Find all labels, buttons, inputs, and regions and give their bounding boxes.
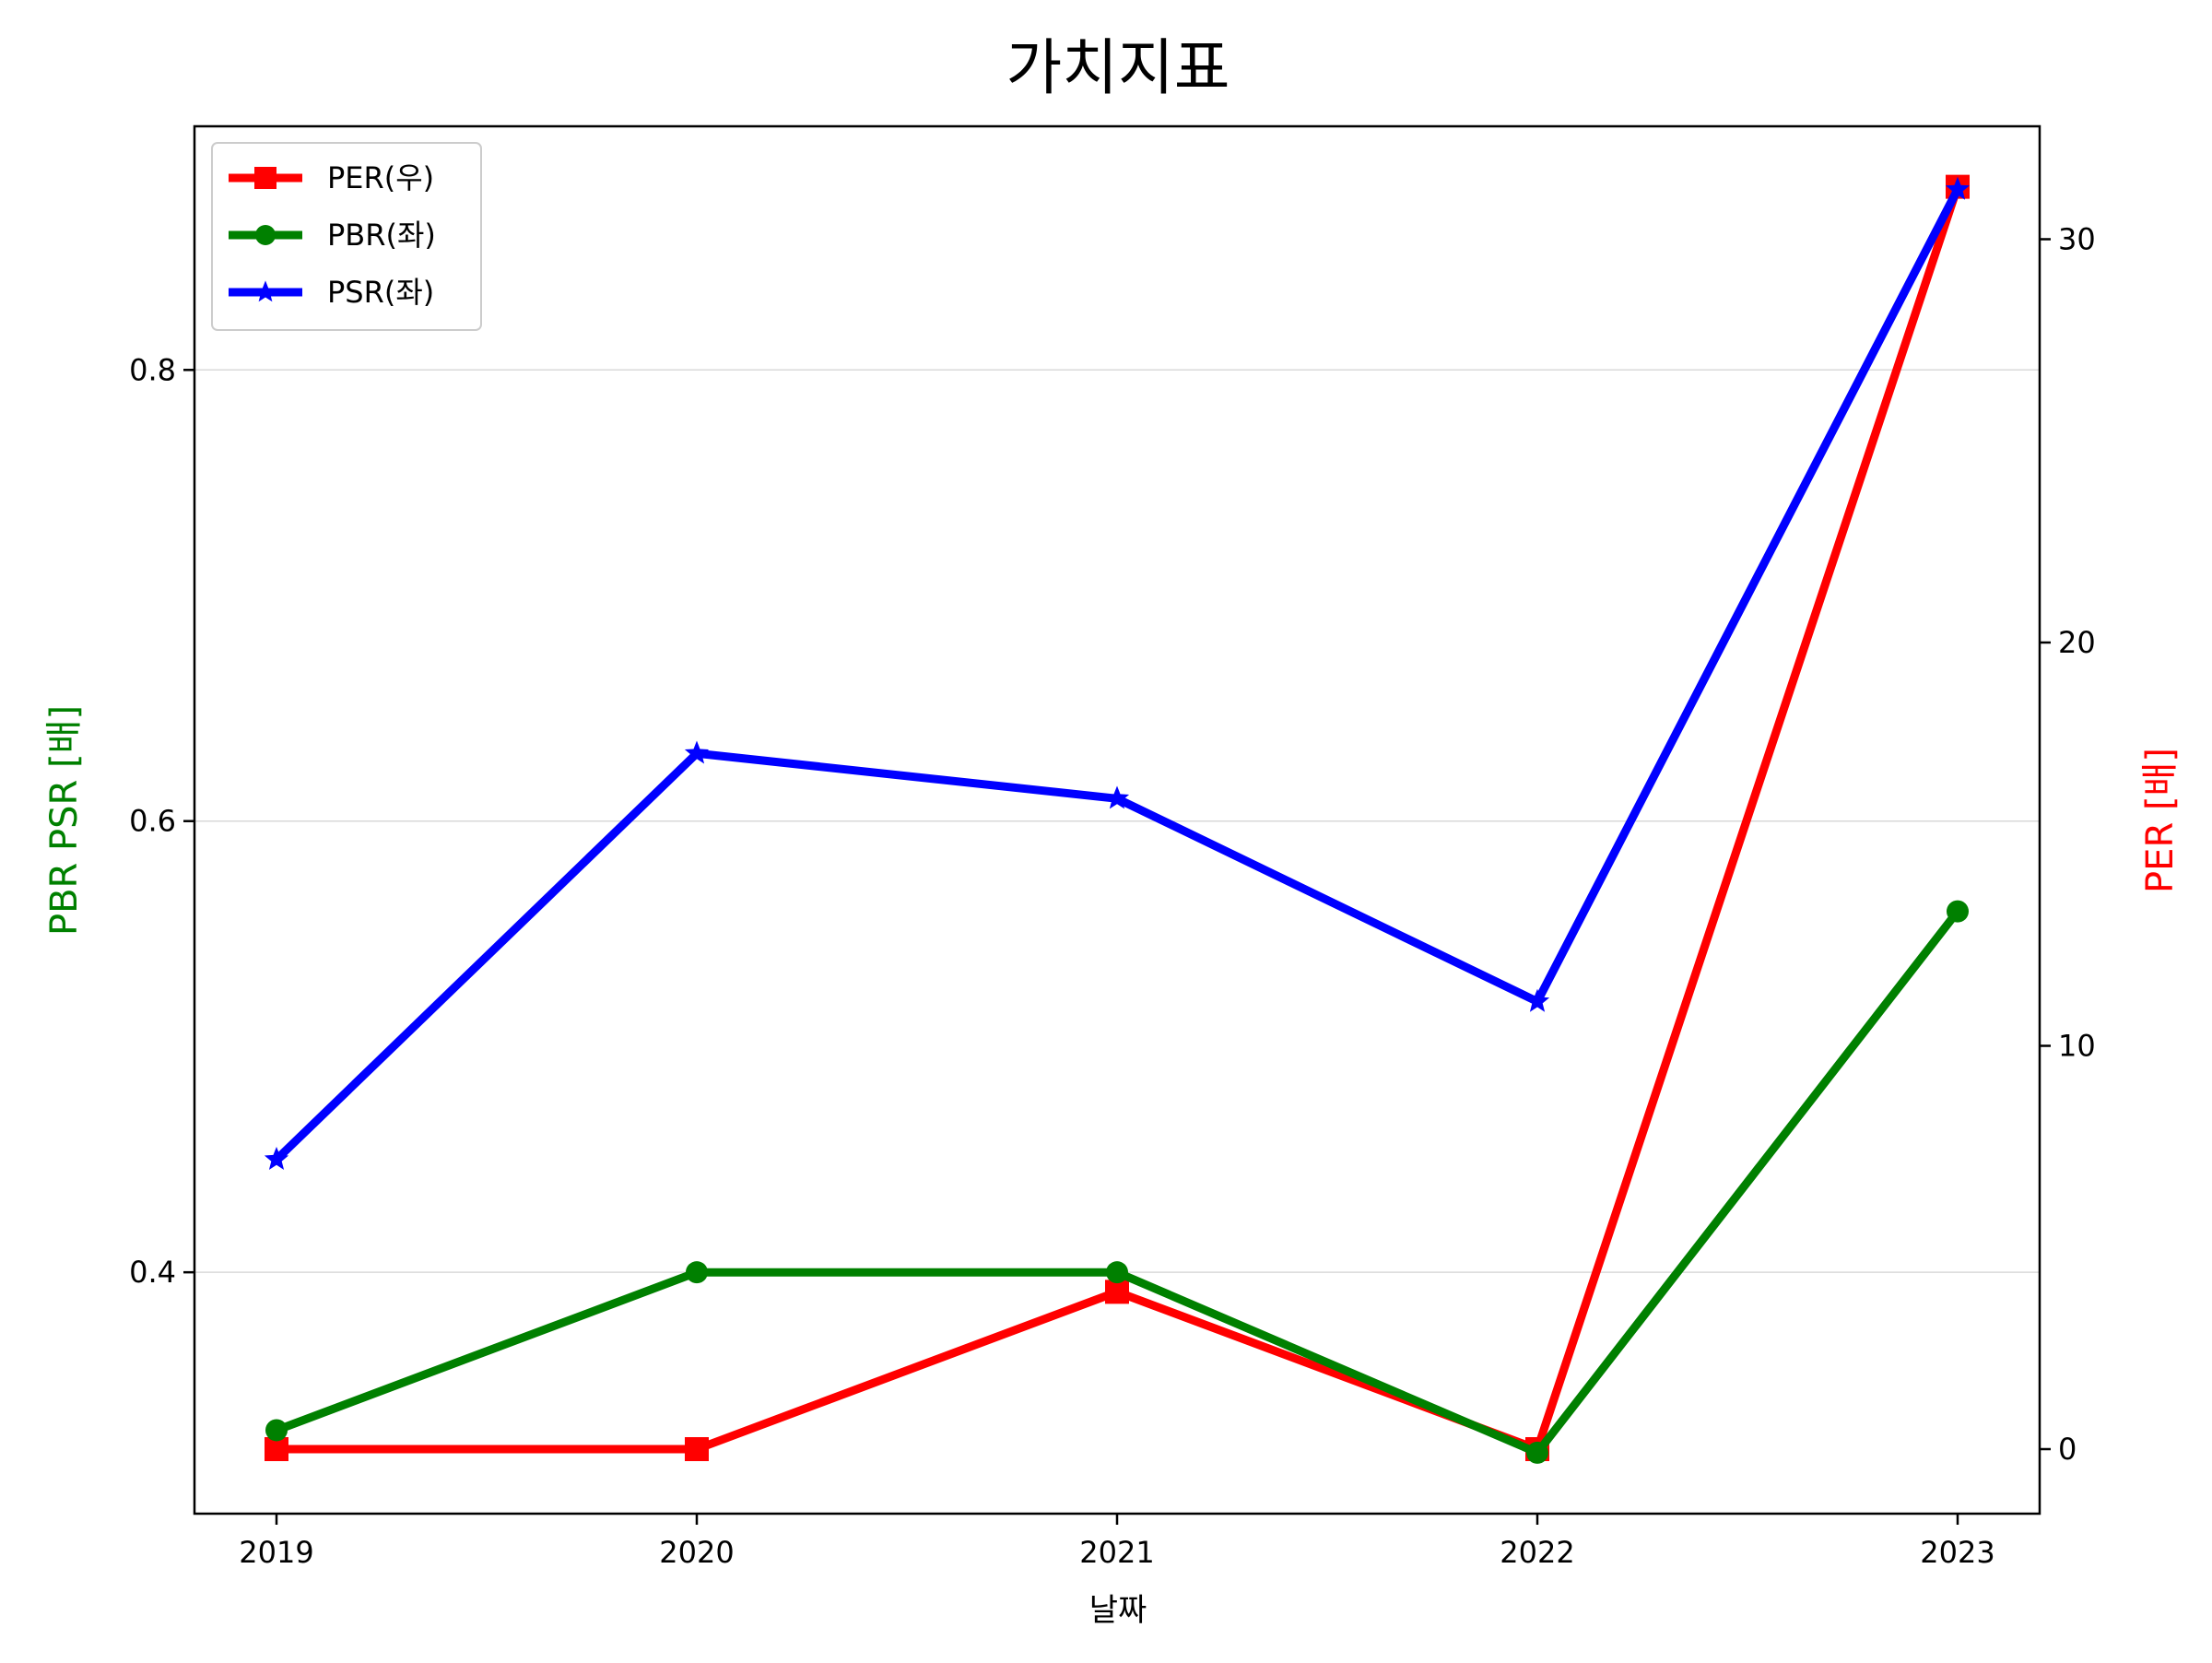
y-axis-left: 0.4 0.6 0.8 — [129, 352, 194, 1290]
data-point-marker — [684, 740, 710, 764]
data-point-marker — [1104, 785, 1130, 809]
series-layer — [264, 174, 1971, 1464]
data-point-marker — [265, 1419, 288, 1442]
legend-item: PSR(좌) — [229, 275, 434, 310]
y-left-tick-label: 0.4 — [129, 1255, 176, 1290]
data-point-marker — [1947, 900, 1969, 923]
legend-item: PER(우) — [229, 160, 434, 195]
data-point-marker — [254, 280, 276, 302]
data-point-marker — [1106, 1261, 1128, 1284]
y-right-tick-label: 10 — [2058, 1029, 2096, 1064]
y-axis-right: 0 10 20 30 — [2040, 222, 2096, 1467]
x-tick-label: 2023 — [1920, 1535, 1994, 1570]
data-point-marker — [686, 1261, 708, 1284]
data-point-marker — [1105, 1280, 1129, 1304]
y-left-tick-label: 0.8 — [129, 352, 176, 387]
y-right-tick-label: 20 — [2058, 625, 2096, 660]
legend-label: PBR(좌) — [327, 218, 436, 253]
x-axis-label: 날짜 — [1089, 1592, 1147, 1629]
data-point-marker — [1524, 988, 1550, 1012]
x-tick-label: 2019 — [239, 1535, 313, 1570]
legend-label: PER(우) — [327, 160, 434, 195]
y-axis-left-label: PBR PSR [배] — [43, 705, 86, 936]
y-left-tick-label: 0.6 — [129, 804, 176, 839]
data-point-marker — [255, 225, 276, 245]
data-point-marker — [264, 1147, 289, 1170]
data-point-marker — [1526, 1441, 1548, 1464]
series-circle — [265, 900, 1969, 1464]
y-right-tick-label: 30 — [2058, 222, 2096, 257]
y-axis-right-label: PER [배] — [2139, 748, 2182, 893]
legend: PER(우) PBR(좌) PSR(좌) — [211, 142, 482, 331]
x-tick-label: 2020 — [659, 1535, 734, 1570]
legend-item: PBR(좌) — [229, 218, 436, 253]
y-right-tick-label: 0 — [2058, 1432, 2077, 1467]
chart-title: 가치지표 — [1006, 32, 1230, 103]
x-axis: 2019 2020 2021 2022 2023 — [239, 1514, 1995, 1570]
legend-box — [211, 142, 482, 331]
data-point-marker — [685, 1437, 709, 1461]
x-tick-label: 2021 — [1079, 1535, 1154, 1570]
legend-label: PSR(좌) — [327, 275, 434, 310]
x-tick-label: 2022 — [1500, 1535, 1574, 1570]
data-point-marker — [254, 167, 276, 189]
data-point-marker — [1945, 176, 1971, 200]
series-star — [264, 176, 1971, 1170]
